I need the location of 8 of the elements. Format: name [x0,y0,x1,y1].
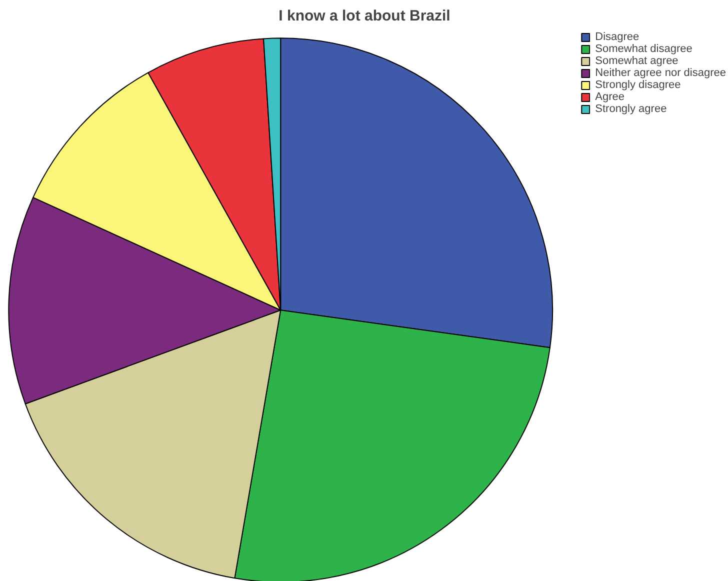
legend-label: Neither agree nor disagree [595,67,726,79]
legend-label: Somewhat disagree [595,43,692,55]
chart-title: I know a lot about Brazil [278,8,450,24]
legend-label: Strongly agree [595,103,667,115]
legend-label: Strongly disagree [595,79,681,91]
legend-label: Agree [595,91,624,103]
legend-label: Somewhat agree [595,55,678,67]
legend-label: Disagree [595,31,640,43]
